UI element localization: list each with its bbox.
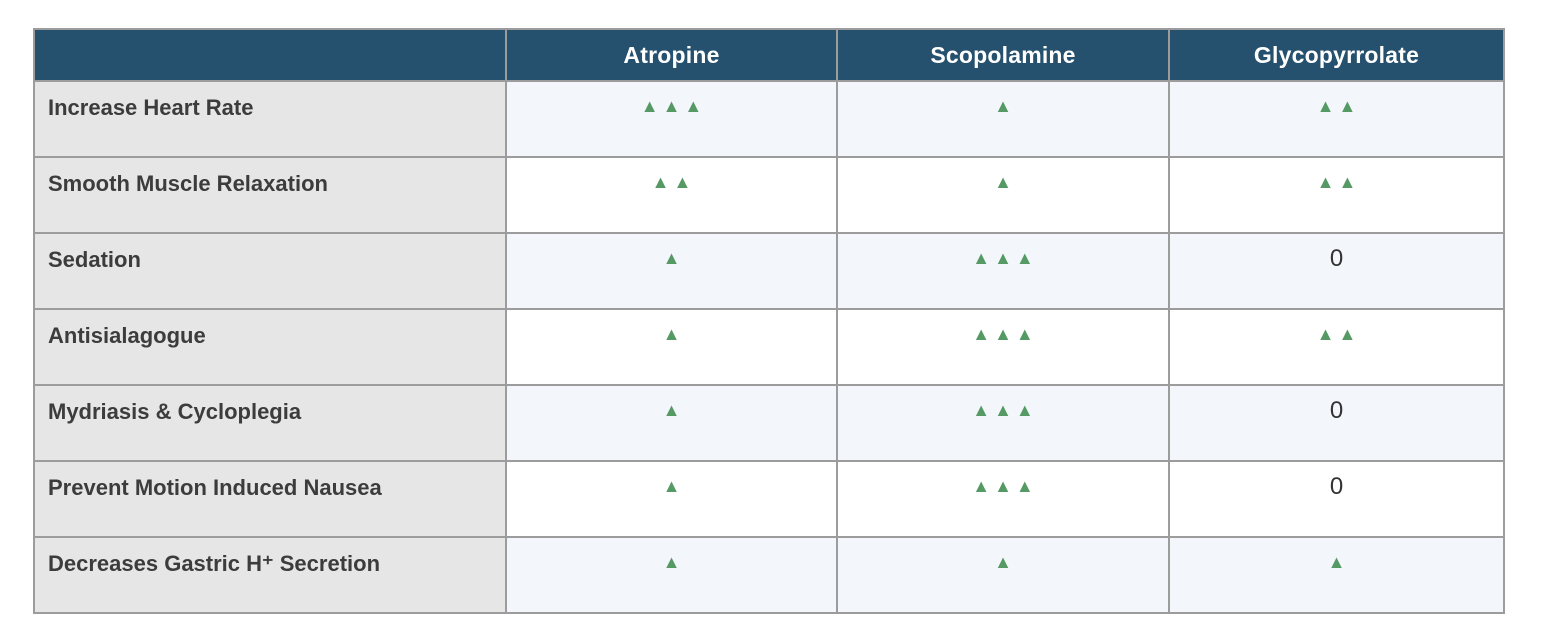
effect-label: Decreases Gastric H⁺ Secretion — [33, 536, 507, 614]
magnitude-cell: 0 — [1168, 384, 1505, 462]
effect-label: Mydriasis & Cycloplegia — [33, 384, 507, 462]
table-row: Decreases Gastric H⁺ Secretion ▲ ▲ ▲ — [33, 536, 1505, 614]
corner-cell — [33, 28, 507, 82]
triangle-up-icons: ▲▲ — [651, 172, 696, 192]
table-row: Increase Heart Rate ▲▲▲ ▲ ▲▲ — [33, 80, 1505, 158]
column-header-scopolamine: Scopolamine — [836, 28, 1170, 82]
page: Atropine Scopolamine Glycopyrrolate Increa… — [33, 28, 1505, 614]
triangle-up-icons: ▲ — [994, 96, 1016, 116]
magnitude-cell: ▲ — [505, 536, 838, 614]
triangle-up-icons: ▲▲ — [1316, 324, 1361, 344]
triangle-up-icons: ▲▲ — [1316, 96, 1361, 116]
header-row: Atropine Scopolamine Glycopyrrolate — [33, 28, 1505, 82]
magnitude-cell: ▲ — [836, 536, 1170, 614]
triangle-up-icons: ▲ — [994, 172, 1016, 192]
magnitude-cell: ▲ — [836, 80, 1170, 158]
triangle-up-icons: ▲▲▲ — [640, 96, 707, 116]
triangle-up-icons: ▲ — [1327, 552, 1350, 572]
column-header-atropine: Atropine — [505, 28, 838, 82]
triangle-up-icons: ▲ — [662, 400, 685, 420]
table-row: Smooth Muscle Relaxation ▲▲ ▲ ▲▲ — [33, 156, 1505, 234]
table-row: Antisialagogue ▲ ▲▲▲ ▲▲ — [33, 308, 1505, 386]
column-header-glycopyrrolate: Glycopyrrolate — [1168, 28, 1505, 82]
zero-value: 0 — [1329, 397, 1344, 424]
magnitude-cell: ▲ — [505, 232, 838, 310]
triangle-up-icons: ▲ — [994, 552, 1016, 572]
triangle-up-icons: ▲▲▲ — [972, 400, 1038, 420]
magnitude-cell: ▲ — [1168, 536, 1505, 614]
magnitude-cell: ▲▲ — [1168, 80, 1505, 158]
magnitude-cell: ▲ — [505, 460, 838, 538]
magnitude-cell: ▲ — [505, 384, 838, 462]
table-row: Prevent Motion Induced Nausea ▲ ▲▲▲ 0 — [33, 460, 1505, 538]
zero-value: 0 — [1329, 473, 1344, 500]
triangle-up-icons: ▲ — [662, 324, 685, 344]
effect-label: Sedation — [33, 232, 507, 310]
anticholinergic-comparison-table: Atropine Scopolamine Glycopyrrolate Increa… — [33, 28, 1505, 614]
triangle-up-icons: ▲▲▲ — [972, 324, 1038, 344]
triangle-up-icons: ▲ — [662, 552, 685, 572]
magnitude-cell: 0 — [1168, 460, 1505, 538]
table-body: Increase Heart Rate ▲▲▲ ▲ ▲▲ Smooth Muscle R… — [33, 80, 1505, 614]
magnitude-cell: ▲▲▲ — [836, 384, 1170, 462]
effect-label: Prevent Motion Induced Nausea — [33, 460, 507, 538]
magnitude-cell: ▲▲▲ — [505, 80, 838, 158]
zero-value: 0 — [1329, 245, 1344, 272]
triangle-up-icons: ▲▲▲ — [972, 476, 1038, 496]
table-row: Sedation ▲ ▲▲▲ 0 — [33, 232, 1505, 310]
effect-label: Smooth Muscle Relaxation — [33, 156, 507, 234]
magnitude-cell: ▲▲▲ — [836, 232, 1170, 310]
triangle-up-icons: ▲▲ — [1316, 172, 1361, 192]
triangle-up-icons: ▲ — [662, 248, 685, 268]
magnitude-cell: ▲▲ — [1168, 156, 1505, 234]
magnitude-cell: ▲▲ — [1168, 308, 1505, 386]
magnitude-cell: ▲▲ — [505, 156, 838, 234]
triangle-up-icons: ▲ — [662, 476, 685, 496]
triangle-up-icons: ▲▲▲ — [972, 248, 1038, 268]
magnitude-cell: 0 — [1168, 232, 1505, 310]
magnitude-cell: ▲ — [505, 308, 838, 386]
magnitude-cell: ▲▲▲ — [836, 308, 1170, 386]
effect-label: Increase Heart Rate — [33, 80, 507, 158]
effect-label: Antisialagogue — [33, 308, 507, 386]
magnitude-cell: ▲▲▲ — [836, 460, 1170, 538]
table-row: Mydriasis & Cycloplegia ▲ ▲▲▲ 0 — [33, 384, 1505, 462]
magnitude-cell: ▲ — [836, 156, 1170, 234]
table-header: Atropine Scopolamine Glycopyrrolate — [33, 28, 1505, 82]
